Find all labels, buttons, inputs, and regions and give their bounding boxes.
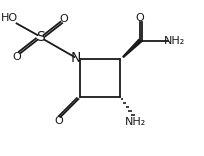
Text: O: O (60, 14, 68, 24)
Text: O: O (136, 13, 145, 23)
Text: S: S (36, 30, 45, 44)
Text: NH₂: NH₂ (163, 36, 185, 46)
Text: O: O (54, 116, 63, 126)
Text: NH₂: NH₂ (125, 117, 146, 127)
Text: O: O (13, 52, 21, 62)
Polygon shape (123, 40, 142, 57)
Text: HO: HO (1, 13, 18, 23)
Text: N: N (70, 51, 81, 66)
